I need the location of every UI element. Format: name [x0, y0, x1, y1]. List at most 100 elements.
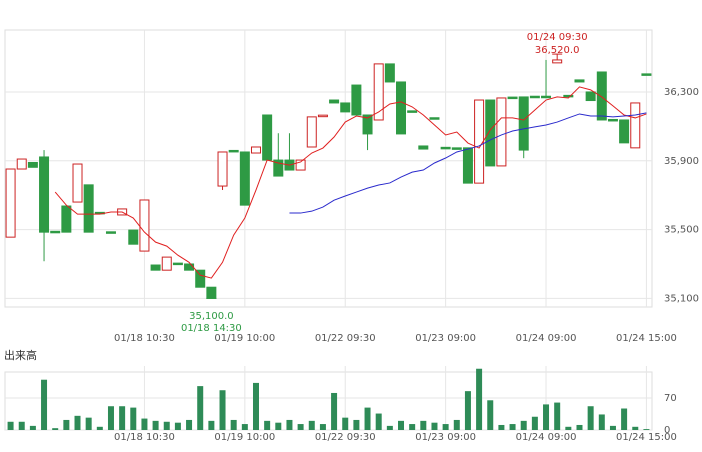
- volume-bar: [543, 404, 550, 430]
- low-value: 35,100.0: [189, 311, 234, 322]
- candle-body: [362, 114, 373, 135]
- volume-bar: [275, 422, 282, 430]
- volume-bar: [197, 386, 204, 430]
- volume-bar: [308, 420, 315, 430]
- volume-bar: [186, 419, 193, 430]
- candle-body: [407, 110, 418, 113]
- volume-title: 出来高: [4, 348, 37, 362]
- volume-bar: [420, 420, 427, 430]
- candle-body: [139, 199, 150, 252]
- volume-bar: [52, 428, 59, 430]
- candle-body: [250, 146, 261, 154]
- volume-bar: [230, 419, 237, 430]
- volume-bar: [141, 418, 148, 430]
- y-tick-label: 35,100: [664, 293, 699, 304]
- candle-body: [496, 97, 507, 167]
- candle-body: [217, 151, 228, 187]
- x-tick-label: 01/23 09:00: [415, 432, 476, 443]
- candle-body: [150, 264, 161, 271]
- candle-body: [262, 114, 273, 161]
- candle-body: [83, 184, 94, 233]
- volume-bar: [29, 425, 36, 430]
- candle-body: [607, 118, 618, 122]
- candle-body: [396, 81, 407, 135]
- volume-bar: [609, 425, 616, 430]
- volume-bar: [431, 422, 438, 430]
- volume-bar: [565, 426, 572, 430]
- volume-bar: [7, 421, 14, 430]
- volume-bar: [130, 407, 137, 430]
- candle-body: [574, 79, 585, 83]
- volume-bar: [85, 417, 92, 430]
- candle-body: [105, 231, 116, 234]
- volume-bar: [342, 417, 349, 430]
- x-tick-label: 01/19 10:00: [214, 333, 275, 344]
- moving-average-line: [289, 112, 647, 214]
- x-tick-label: 01/19 10:00: [214, 432, 275, 443]
- candle-body: [340, 102, 351, 113]
- x-tick-label: 01/18 10:30: [114, 432, 175, 443]
- candle-body: [27, 161, 38, 168]
- candle-body: [72, 163, 83, 203]
- candle-body: [596, 71, 607, 121]
- candle-body: [541, 95, 552, 99]
- volume-bar: [621, 408, 628, 430]
- volume-bar: [286, 419, 293, 430]
- candle-body: [306, 116, 317, 148]
- candle-body: [418, 145, 429, 150]
- candle-body: [585, 91, 596, 102]
- volume-bar: [464, 391, 471, 430]
- y-tick-label: 35,900: [664, 156, 699, 167]
- volume-bar: [174, 422, 181, 430]
- volume-bar: [319, 424, 326, 430]
- high-time: 01/24 09:30: [527, 32, 588, 43]
- candle-body: [161, 256, 172, 271]
- candle-body: [451, 147, 462, 150]
- low-time: 01/18 14:30: [181, 323, 242, 334]
- candle-body: [462, 147, 473, 184]
- volume-bar: [498, 424, 505, 430]
- x-tick-label: 01/24 15:00: [616, 333, 677, 344]
- candle-body: [239, 151, 250, 206]
- y-tick-label: 36,300: [664, 87, 699, 98]
- volume-bar: [598, 414, 605, 430]
- y-tick-label: 0: [664, 425, 670, 436]
- candle-body: [351, 84, 362, 116]
- volume-bar: [331, 392, 338, 430]
- volume-bar: [453, 419, 460, 430]
- volume-bar: [386, 425, 393, 430]
- volume-bar: [632, 426, 639, 430]
- candle-body: [317, 114, 328, 118]
- candle-body: [172, 262, 183, 266]
- volume-bar: [364, 407, 371, 430]
- x-tick-label: 01/18 10:30: [114, 333, 175, 344]
- x-tick-label: 01/24 15:00: [616, 432, 677, 443]
- candle-body: [16, 158, 27, 170]
- volume-bar: [487, 400, 494, 430]
- volume-bar: [476, 368, 483, 430]
- candle-body: [50, 230, 61, 234]
- candle-body: [507, 96, 518, 100]
- volume-bar: [375, 413, 382, 430]
- candle-body: [206, 286, 217, 299]
- moving-average-line: [54, 86, 647, 279]
- x-tick-label: 01/22 09:30: [315, 333, 376, 344]
- y-tick-label: 35,500: [664, 225, 699, 236]
- candle-body: [630, 102, 641, 149]
- volume-bar: [554, 402, 561, 430]
- volume-bar: [107, 406, 114, 430]
- volume-bar: [96, 426, 103, 430]
- candle-body: [485, 99, 496, 167]
- candle-body: [184, 263, 195, 271]
- volume-bar: [587, 406, 594, 430]
- volume-bar: [398, 420, 405, 430]
- volume-bar: [252, 382, 259, 430]
- volume-bar: [520, 420, 527, 430]
- volume-bar: [643, 429, 650, 430]
- candle-body: [518, 96, 529, 151]
- candle-body: [128, 229, 139, 245]
- volume-bar: [152, 420, 159, 430]
- candle-body: [295, 159, 306, 171]
- candle-body: [529, 95, 540, 99]
- candle-body: [440, 146, 451, 150]
